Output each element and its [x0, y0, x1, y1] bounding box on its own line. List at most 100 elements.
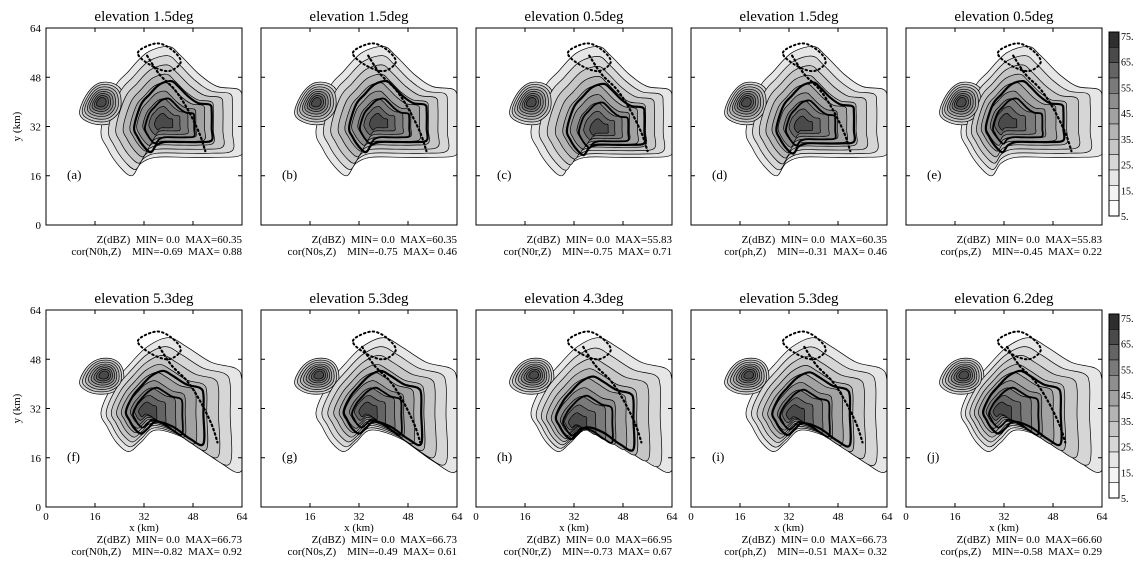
reflectivity-contour-main: [154, 113, 174, 131]
colorbar-label: 5.: [1121, 494, 1129, 505]
panel-label: (b): [282, 167, 297, 182]
panel-statistics: Z(dBZ) MIN= 0.0 MAX=66.95: [527, 534, 673, 546]
panel-statistics: cor(N0h,Z) MIN=-0.82 MAX= 0.92: [71, 546, 242, 558]
reflectivity-contour-main: [785, 404, 805, 423]
negative-correlation-contour: [367, 54, 428, 153]
panel-statistics: cor(ρs,Z) MIN=-0.58 MAX= 0.29: [941, 546, 1103, 558]
positive-correlation-contour: [577, 101, 630, 149]
y-tick-label: 0: [36, 502, 42, 514]
reflectivity-contour-cell: [528, 370, 539, 380]
x-tick-label: 0: [688, 511, 694, 523]
colorbar-label: 55.: [1121, 365, 1134, 376]
x-tick-label: 0: [473, 511, 479, 523]
colorbar-swatch: [1108, 139, 1120, 155]
panel-statistics: cor(N0s,Z) MIN=-0.49 MAX= 0.61: [288, 546, 457, 558]
panel-title: elevation 5.3deg: [739, 291, 839, 307]
positive-correlation-contour: [342, 369, 424, 447]
reflectivity-contour-cell: [958, 370, 969, 380]
colorbar-label: 5.: [1121, 212, 1129, 223]
contour-field: [79, 330, 242, 473]
panel-statistics: Z(dBZ) MIN= 0.0 MAX=66.73: [97, 534, 243, 546]
positive-correlation-contour: [133, 79, 214, 154]
panel-title: elevation 0.5deg: [954, 9, 1054, 25]
x-tick-label: 48: [1048, 511, 1060, 523]
colorbar-swatch: [1108, 93, 1120, 109]
x-tick-label: 16: [90, 511, 102, 523]
colorbar-frame: [1108, 31, 1120, 217]
x-tick-label: 32: [999, 511, 1010, 523]
colorbar-label: 75.: [1121, 314, 1134, 325]
colorbar-label: 35.: [1121, 135, 1134, 146]
panel-label: (d): [712, 167, 727, 182]
panel-g: 16 32 48 64 elevation 5.3deg (g) x (km)Z(dBZ) …: [260, 291, 464, 558]
colorbar-swatch: [1108, 123, 1120, 140]
contour-field: [724, 330, 887, 473]
reflectivity-contour-cell: [743, 370, 754, 380]
negative-correlation-contour: [803, 345, 864, 444]
x-tick-label: 48: [403, 511, 415, 523]
x-tick-label: 32: [569, 511, 580, 523]
colorbar-swatch: [1108, 31, 1120, 48]
positive-correlation-contour: [775, 81, 857, 155]
panel-statistics: cor(N0s,Z) MIN=-0.75 MAX= 0.46: [288, 246, 458, 258]
positive-correlation-contour: [124, 369, 206, 447]
x-tick-label: 16: [520, 511, 532, 523]
panel-statistics: Z(dBZ) MIN= 0.0 MAX=60.35: [742, 234, 888, 246]
colorbar-swatch: [1108, 77, 1120, 94]
x-tick-label: 64: [452, 511, 464, 523]
y-tick-label: 32: [30, 122, 41, 134]
panel-label: (h): [497, 449, 512, 464]
colorbar-swatch: [1108, 185, 1120, 201]
panel-title: elevation 4.3deg: [524, 291, 624, 307]
x-tick-label: 48: [833, 511, 845, 523]
positive-correlation-contour: [132, 386, 184, 436]
colorbar-swatch: [1108, 405, 1120, 422]
x-tick-label: 32: [139, 511, 150, 523]
panel-label: (a): [67, 167, 81, 182]
x-tick-label: 16: [305, 511, 317, 523]
positive-correlation-contour: [143, 97, 196, 145]
panel-i: 0 16 32 48 64 elevation 5.3deg (i) x (km)Z(dBZ)…: [688, 291, 893, 558]
negative-correlation-contour: [791, 54, 852, 153]
positive-correlation-contour: [992, 97, 1044, 145]
colorbar-swatch: [1108, 390, 1120, 407]
contour-field: [939, 330, 1102, 473]
reflectivity-contour-main: [138, 401, 158, 420]
contour-field: [724, 42, 887, 177]
colorbar-label: 35.: [1121, 417, 1134, 428]
negative-correlation-contour: [136, 42, 182, 73]
colorbar-label: 75.: [1121, 32, 1134, 43]
panel-label: (c): [497, 167, 511, 182]
panel-statistics: cor(ρh,Z) MIN=-0.51 MAX= 0.32: [724, 546, 887, 558]
reflectivity-contour-cell: [526, 97, 537, 108]
positive-correlation-contour: [562, 394, 614, 444]
reflectivity-contour-main: [589, 118, 609, 136]
contour-field: [294, 42, 457, 177]
reflectivity-contour-main: [992, 401, 1012, 420]
x-tick-label: 0: [43, 511, 49, 523]
colorbar-swatch: [1108, 344, 1120, 361]
panel-statistics: Z(dBZ) MIN= 0.0 MAX=55.83: [527, 234, 673, 246]
y-tick-label: 64: [30, 305, 42, 317]
negative-correlation-contour: [566, 330, 612, 361]
panel-statistics: Z(dBZ) MIN= 0.0 MAX=55.83: [957, 234, 1103, 246]
x-tick-label: 16: [950, 511, 962, 523]
negative-correlation-contour: [588, 54, 649, 153]
panel-title: elevation 6.2deg: [954, 291, 1054, 307]
reflectivity-contour-cell: [956, 97, 967, 108]
reflectivity-contour-cell: [96, 97, 107, 108]
colorbar-swatch: [1108, 375, 1120, 391]
colorbar-label: 55.: [1121, 83, 1134, 94]
panel-a: 0 16 32 48 64 elevation 1.5deg (a) y (km) Z(dBZ)…: [11, 9, 243, 258]
panel-statistics: cor(N0h,Z) MIN=-0.69 MAX= 0.88: [71, 246, 242, 258]
y-tick-label: 0: [36, 220, 42, 232]
panel-statistics: cor(N0r,Z) MIN=-0.73 MAX= 0.67: [504, 546, 673, 558]
negative-correlation-contour: [1012, 54, 1073, 153]
positive-correlation-contour: [982, 369, 1063, 447]
negative-correlation-contour: [996, 330, 1042, 361]
negative-correlation-contour: [996, 42, 1042, 73]
panel-b: elevation 1.5deg (b) Z(dBZ) MIN= 0.0 MAX=6…: [260, 9, 458, 258]
panel-label: (e): [927, 167, 941, 182]
reflectivity-contour-cell: [741, 97, 752, 108]
y-axis-label: y (km): [11, 111, 23, 141]
